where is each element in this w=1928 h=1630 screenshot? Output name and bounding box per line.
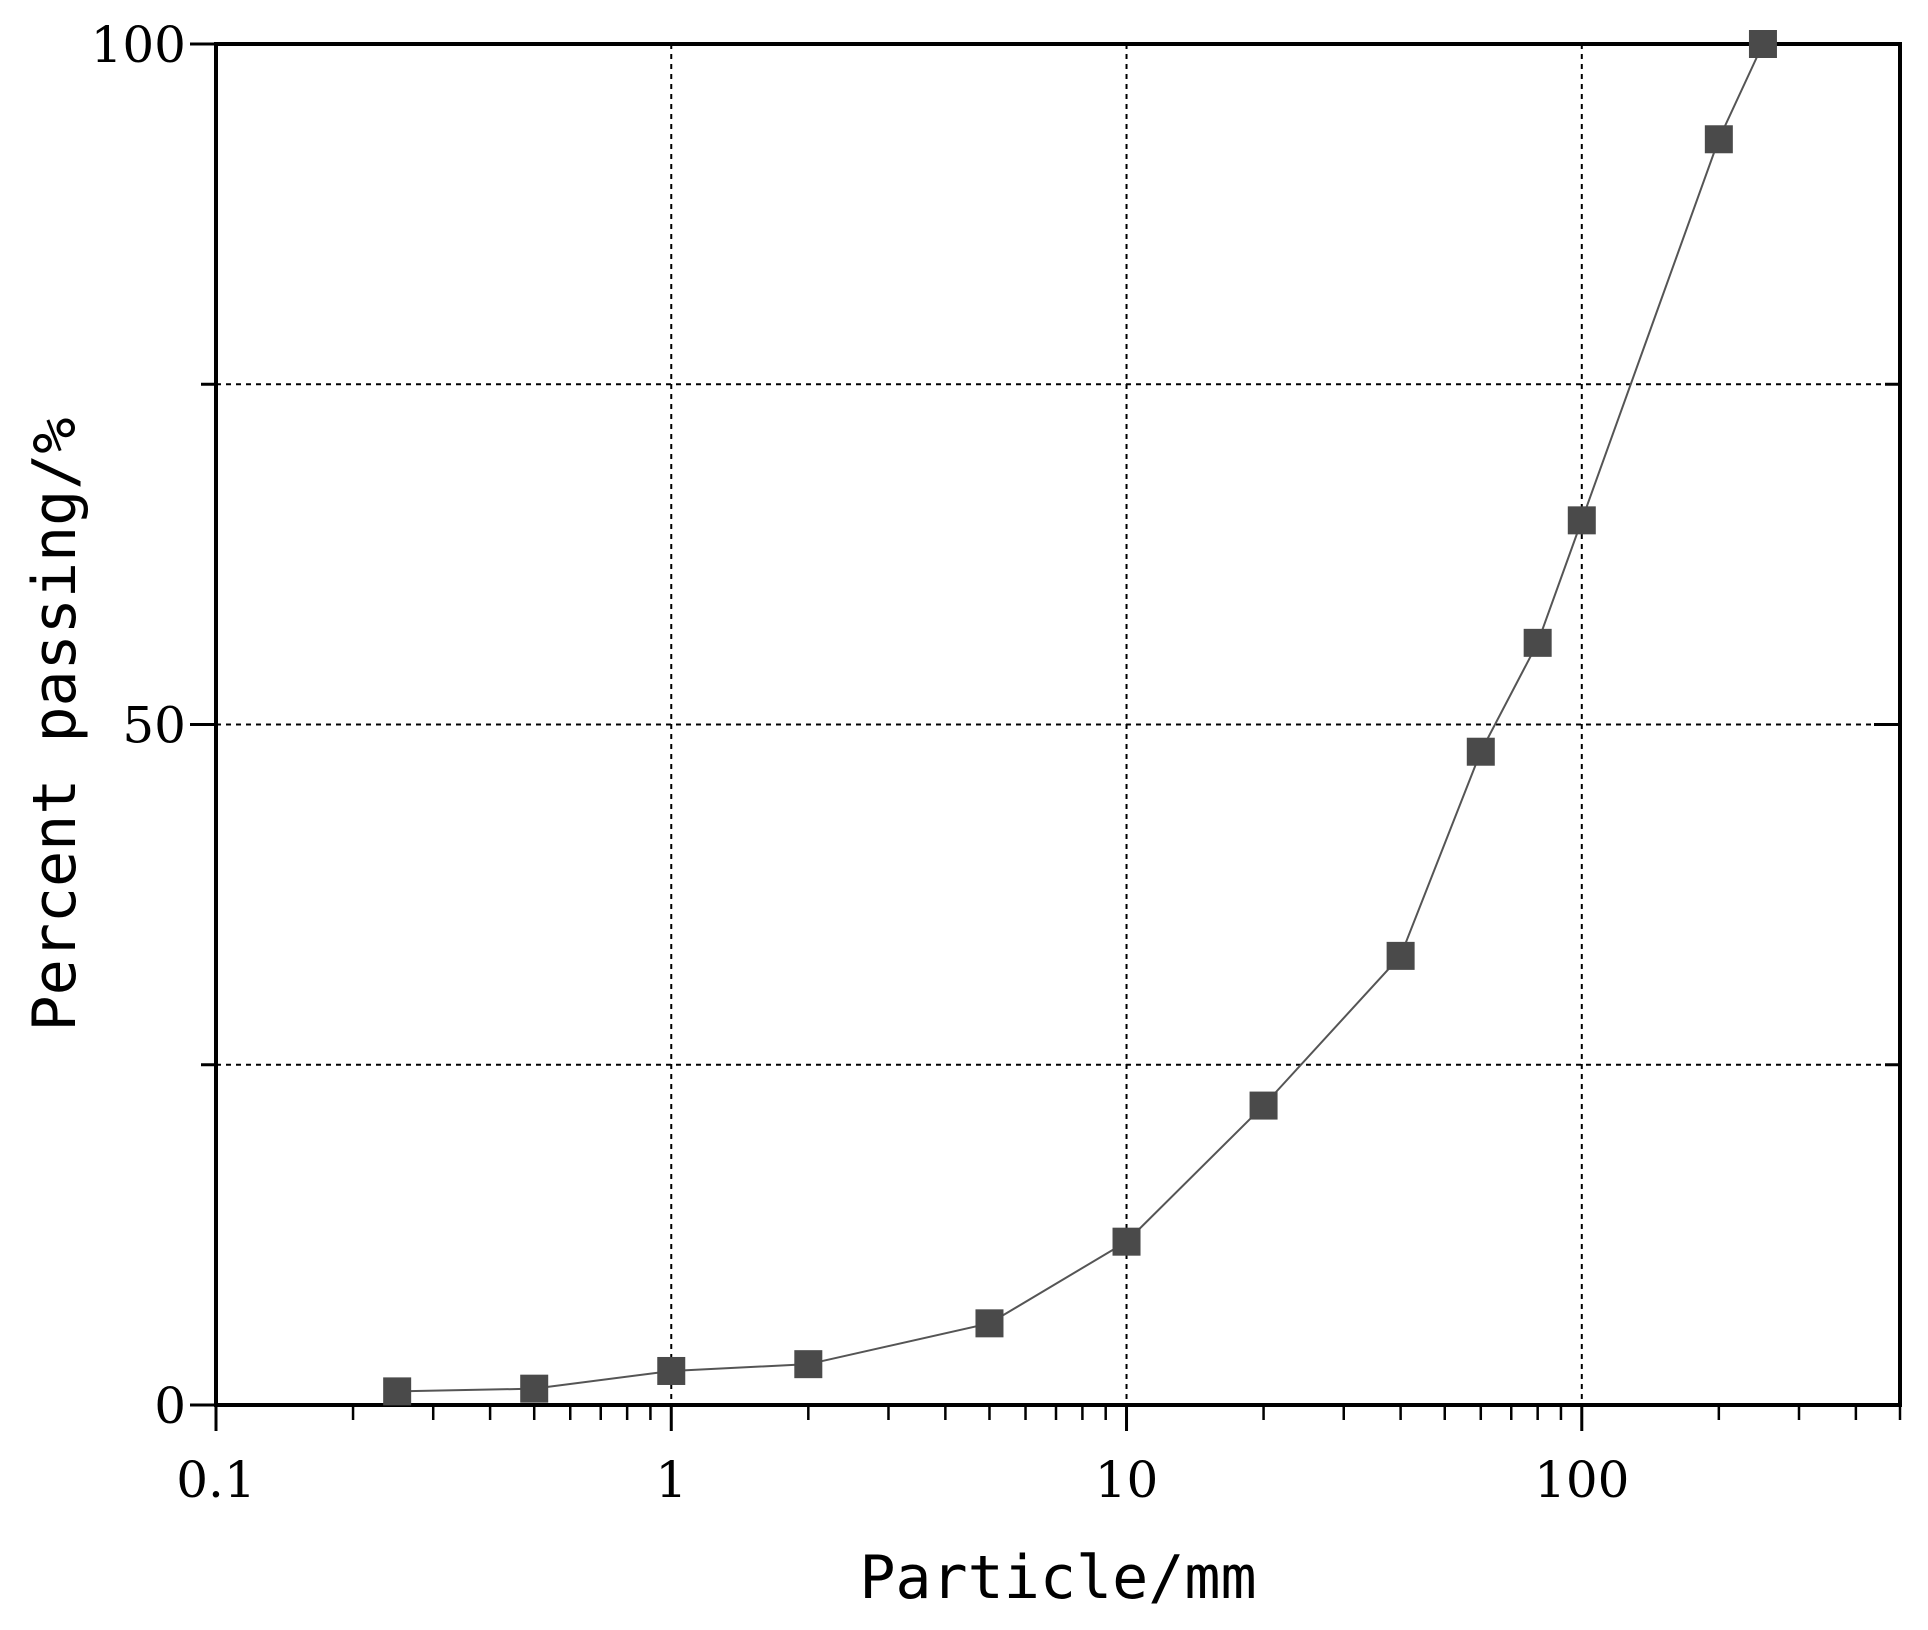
data-point-marker <box>1466 737 1495 766</box>
y-tick-label: 100 <box>91 16 186 74</box>
x-tick-label: 1 <box>655 1451 687 1509</box>
y-tick-labels: 0 50 100 <box>91 16 186 1435</box>
series-line <box>397 43 1764 1393</box>
grid-lines <box>216 44 1900 1405</box>
x-axis-title: Particle/mm <box>859 1543 1256 1613</box>
data-point-marker <box>1386 941 1415 970</box>
x-tick-label: 0.1 <box>176 1451 256 1509</box>
data-point-marker <box>657 1356 686 1385</box>
data-point-marker <box>1249 1091 1278 1120</box>
x-tick-label: 10 <box>1095 1451 1159 1509</box>
axis-ticks <box>190 42 1902 1431</box>
y-axis-title: Percent passing/% <box>20 417 90 1031</box>
data-point-marker <box>975 1309 1004 1338</box>
x-tick-labels: 0.1 1 10 100 <box>176 1451 1629 1509</box>
data-point-marker <box>520 1374 549 1403</box>
y-tick-label: 0 <box>154 1377 186 1435</box>
y-tick-label: 50 <box>122 697 186 755</box>
data-points <box>383 30 1777 1406</box>
x-tick-label: 100 <box>1534 1451 1629 1509</box>
data-point-marker <box>1748 30 1777 58</box>
data-point-marker <box>1112 1227 1141 1256</box>
data-point-marker <box>383 1377 412 1406</box>
data-point-marker <box>1704 125 1733 154</box>
data-point-marker <box>794 1350 823 1379</box>
data-point-marker <box>1567 506 1596 535</box>
data-point-marker <box>1523 628 1552 657</box>
